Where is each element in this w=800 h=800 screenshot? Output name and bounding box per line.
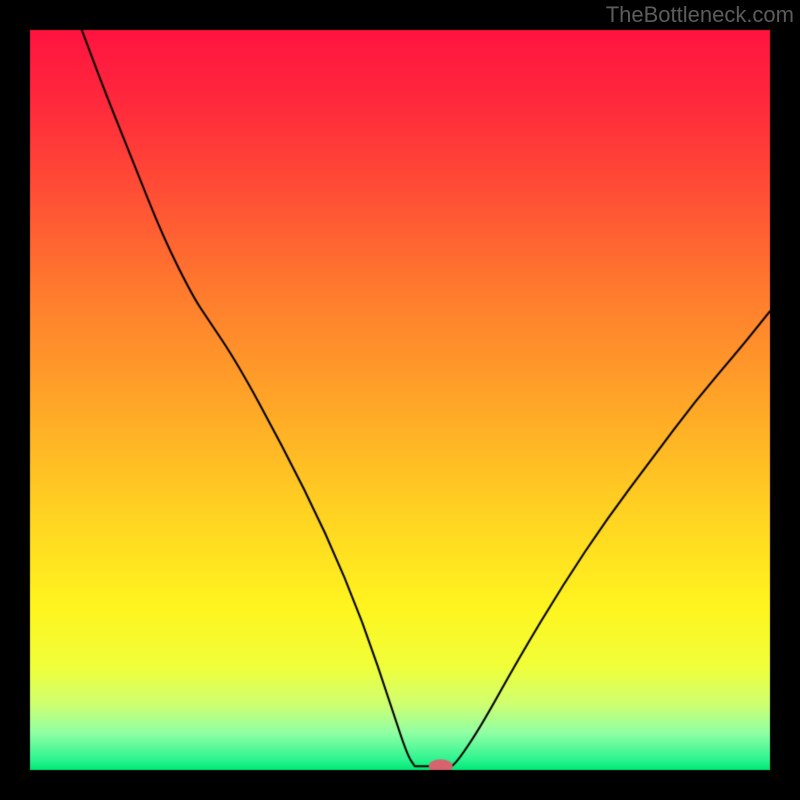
bottleneck-chart-canvas [0, 0, 800, 800]
chart-container: TheBottleneck.com [0, 0, 800, 800]
